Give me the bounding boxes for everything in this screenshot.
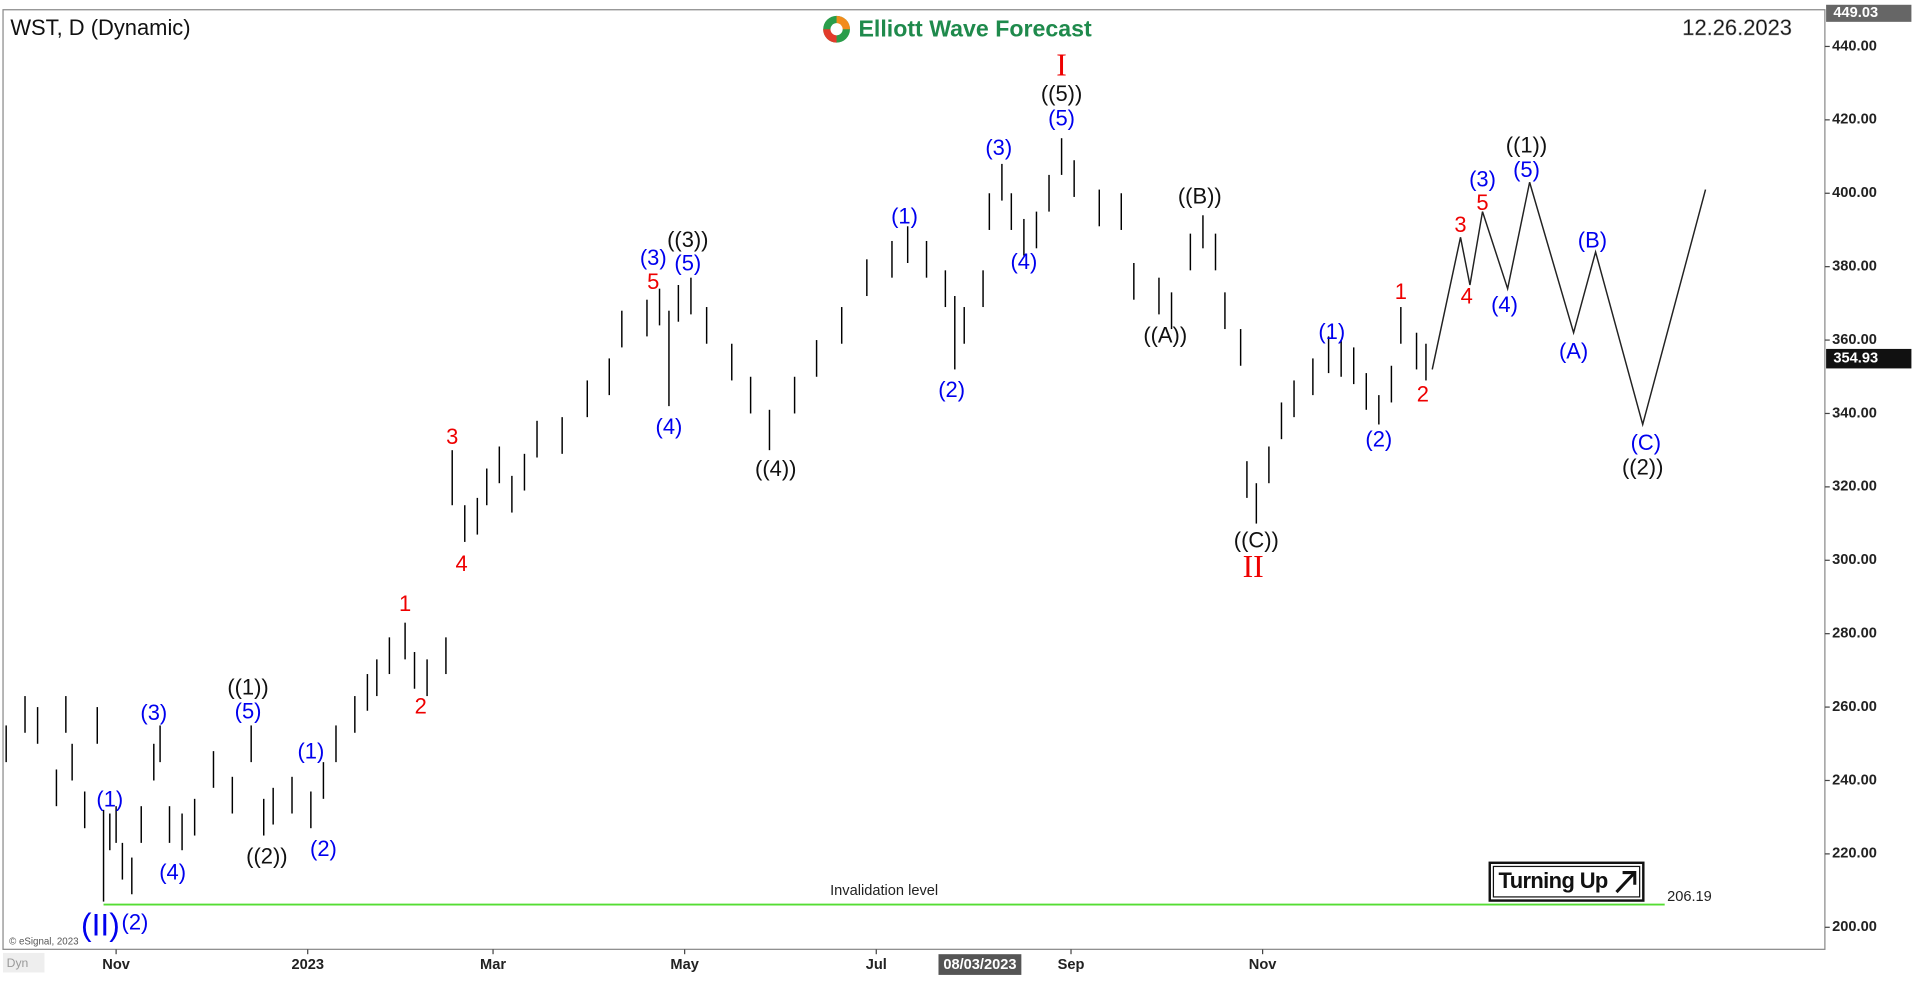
wave-label: (5) <box>1513 157 1540 182</box>
y-tick-label: 420.00 <box>1832 112 1877 128</box>
wave-label: (1) <box>297 739 324 764</box>
y-tick-label: 280.00 <box>1832 626 1877 642</box>
x-tick-label: May <box>670 957 699 973</box>
wave-label: 3 <box>446 424 458 449</box>
wave-label: ((B)) <box>1178 183 1222 208</box>
wave-label: (4) <box>1491 292 1518 317</box>
wave-label: (2) <box>310 836 337 861</box>
wave-label: ((5)) <box>1041 81 1082 106</box>
wave-label: 2 <box>415 694 427 719</box>
y-tick-label: 440.00 <box>1832 38 1877 54</box>
projection-path <box>1431 182 1707 428</box>
footer-label: Dyn <box>7 956 29 970</box>
turning-up-badge: Turning Up <box>1488 861 1645 902</box>
logo-icon <box>830 23 843 36</box>
chart-date: 12.26.2023 <box>1682 15 1792 40</box>
x-tick-label: Mar <box>480 957 506 973</box>
wave-label: 5 <box>1476 190 1488 215</box>
wave-label: 5 <box>647 269 659 294</box>
y-tick-label: 240.00 <box>1832 772 1877 788</box>
wave-label: (4) <box>159 860 186 885</box>
badge-text: Turning Up <box>1499 868 1608 893</box>
crosshair-date-box <box>938 954 1022 975</box>
wave-label: ((A)) <box>1143 323 1187 348</box>
wave-label: 1 <box>399 591 411 616</box>
wave-label: (5) <box>674 251 701 276</box>
y-tick-label: 360.00 <box>1832 332 1877 348</box>
badge-arrow <box>1615 871 1637 894</box>
wave-label: (2) <box>1365 426 1392 451</box>
axis-max: 449.03 <box>1833 5 1878 21</box>
wave-label: (B) <box>1578 228 1607 253</box>
x-tick-label: Nov <box>1249 957 1277 973</box>
wave-label: (C) <box>1631 430 1661 455</box>
invalidation-label: Invalidation level <box>830 883 938 899</box>
wave-label: I <box>1056 48 1067 83</box>
wave-label: ((1)) <box>1506 132 1547 157</box>
wave-label: (4) <box>656 414 683 439</box>
wave-label: (2) <box>122 909 149 934</box>
x-tick-label: Sep <box>1058 957 1085 973</box>
wave-label: ((3)) <box>667 227 708 252</box>
wave-label: (1) <box>891 203 918 228</box>
brand-logo <box>823 15 850 43</box>
wave-label: (1) <box>96 786 123 811</box>
last-price-box <box>1826 348 1912 369</box>
x-tick-label: 2023 <box>291 957 324 973</box>
wave-label: ((4)) <box>755 456 796 481</box>
x-tick-label: Jul <box>866 957 887 973</box>
wave-label: 3 <box>1454 212 1466 237</box>
wave-label: ((1)) <box>227 675 268 700</box>
wave-label: ((2)) <box>1622 454 1663 479</box>
x-tick-label: Nov <box>102 957 130 973</box>
wave-label: (5) <box>1048 106 1075 131</box>
y-tick-label: 380.00 <box>1832 259 1877 275</box>
wave-label: 1 <box>1395 279 1407 304</box>
invalidation-value: 206.19 <box>1667 889 1712 905</box>
wave-label: (A) <box>1559 339 1588 364</box>
plot-frame <box>2 9 1826 950</box>
y-tick-label: 220.00 <box>1832 846 1877 862</box>
wave-label: (II) <box>81 907 120 943</box>
y-tick-label: 200.00 <box>1832 919 1877 935</box>
wave-label: ((2)) <box>246 843 287 868</box>
badge-frame <box>1488 861 1645 902</box>
wave-label: (5) <box>235 698 262 723</box>
wave-label: (1) <box>1318 319 1345 344</box>
y-tick-label: 400.00 <box>1832 185 1877 201</box>
crosshair-date: 08/03/2023 <box>943 957 1016 973</box>
y-tick-label: 320.00 <box>1832 479 1877 495</box>
wave-label: 4 <box>1461 284 1473 309</box>
wave-label: (2) <box>938 377 965 402</box>
wave-label: (3) <box>1469 167 1496 192</box>
brand-name: Elliott Wave Forecast <box>859 16 1092 42</box>
footer-box <box>3 952 45 973</box>
copyright: © eSignal, 2023 <box>9 937 78 948</box>
last-price: 354.93 <box>1833 351 1878 367</box>
wave-label: II <box>1243 549 1264 584</box>
y-tick-label: 340.00 <box>1832 405 1877 421</box>
symbol-title: WST, D (Dynamic) <box>10 15 190 40</box>
wave-label: (3) <box>640 245 667 270</box>
wave-label: (3) <box>140 700 167 725</box>
wave-label: 2 <box>1417 381 1429 406</box>
y-tick-label: 300.00 <box>1832 552 1877 568</box>
y-tick-label: 260.00 <box>1832 699 1877 715</box>
axis-max-box <box>1826 4 1912 22</box>
wave-label: (3) <box>985 135 1012 160</box>
wave-label: (4) <box>1010 249 1037 274</box>
wave-label: 4 <box>456 551 468 576</box>
wave-label: ((C)) <box>1234 528 1279 553</box>
badge-frame <box>1492 865 1641 898</box>
